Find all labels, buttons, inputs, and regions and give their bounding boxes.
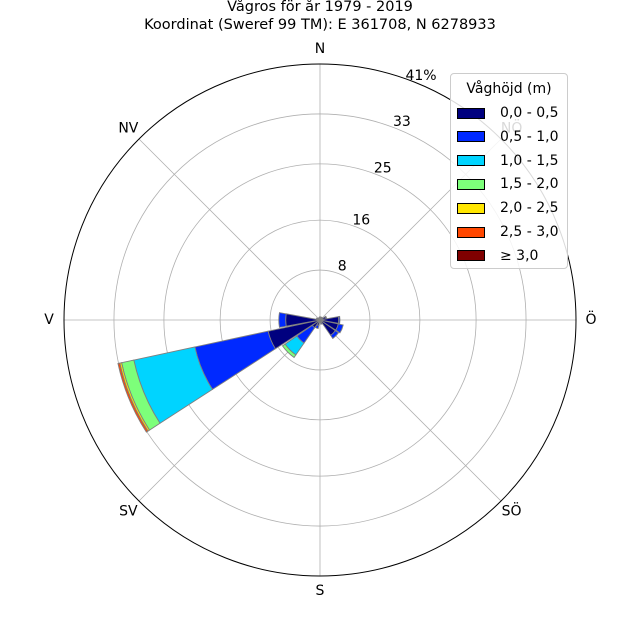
radial-tick-label-3: 25 — [374, 160, 392, 176]
bar-oso-band-2 — [335, 323, 344, 334]
direction-label-o: Ö — [585, 310, 596, 328]
legend-item-6: 2,5 - 3,0 — [457, 224, 558, 240]
legend-label-5: 2,0 - 2,5 — [500, 200, 559, 217]
radial-tick-label-2: 16 — [352, 212, 370, 228]
legend-label-2: 0,5 - 1,0 — [500, 128, 559, 145]
legend-label-6: 2,5 - 3,0 — [500, 224, 559, 240]
direction-label-sv: SV — [119, 504, 138, 520]
rose-bars — [117, 312, 344, 433]
legend-item-1: 0,0 - 0,5 — [457, 105, 558, 121]
radial-tick-label-1: 8 — [338, 258, 347, 274]
bar-sv-band-4 — [281, 343, 297, 359]
angular-gridline-4 — [319, 319, 502, 502]
direction-label-s: S — [316, 583, 325, 599]
legend-label-1: 0,0 - 0,5 — [500, 105, 559, 121]
bar-v-band-2 — [278, 312, 287, 328]
polar-frame — [63, 63, 577, 577]
bar-o-band-2 — [337, 315, 341, 325]
legend-title: Våghöjd (m) — [466, 81, 552, 97]
radial-tick-label-5: 41% — [405, 68, 436, 84]
direction-label-v: V — [44, 312, 54, 328]
radial-tick-label-4: 33 — [393, 114, 411, 130]
legend: Våghöjd (m) 0,0 - 0,5 0,5 - 1,0 1,0 - 1,5 1… — [450, 73, 568, 269]
legend-label-3: 1,0 - 1,5 — [500, 152, 559, 169]
bar-so-band-2 — [330, 330, 340, 340]
legend-swatch-1 — [457, 107, 485, 119]
direction-label-n: N — [315, 41, 325, 57]
legend-swatch-3 — [457, 155, 485, 167]
legend-item-4: 1,5 - 2,0 — [457, 176, 558, 192]
legend-label-7: ≥ 3,0 — [500, 247, 539, 264]
direction-label-so: SÖ — [502, 502, 522, 520]
chart-title: Vågros för år 1979 - 2019 Koordinat (Swe… — [0, 0, 640, 34]
angular-gridline-8 — [138, 138, 321, 321]
legend-swatch-7 — [457, 250, 485, 262]
chart-title-line-1: Vågros för år 1979 - 2019 — [227, 0, 413, 15]
chart-title-line-2: Koordinat (Sweref 99 TM): E 361708, N 62… — [144, 17, 496, 33]
legend-swatch-6 — [457, 226, 485, 238]
legend-label-4: 1,5 - 2,0 — [500, 176, 559, 193]
bar-sso-band-2 — [320, 321, 323, 325]
legend-item-2: 0,5 - 1,0 — [457, 129, 558, 145]
legend-swatch-2 — [457, 131, 485, 143]
legend-item-3: 1,0 - 1,5 — [457, 153, 558, 169]
legend-item-7: ≥ 3,0 — [457, 248, 538, 264]
direction-label-nv: NV — [118, 120, 138, 136]
legend-swatch-5 — [457, 202, 485, 214]
bar-vsv-band-6 — [117, 362, 149, 433]
bar-nnv-band-1 — [318, 317, 321, 321]
legend-swatch-4 — [457, 178, 485, 190]
legend-item-5: 2,0 - 2,5 — [457, 200, 558, 216]
